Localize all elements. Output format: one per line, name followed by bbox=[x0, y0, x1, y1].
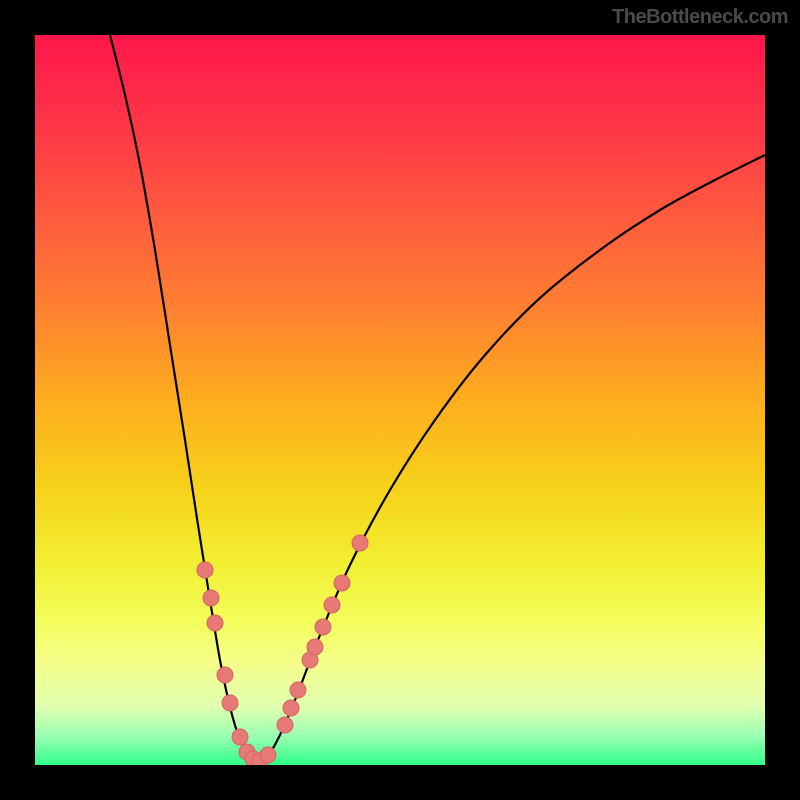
marker-point bbox=[217, 667, 233, 683]
gradient-background bbox=[35, 35, 765, 765]
marker-point bbox=[334, 575, 350, 591]
chart-frame: TheBottleneck.com bbox=[0, 0, 800, 800]
marker-point bbox=[352, 535, 368, 551]
marker-point bbox=[290, 682, 306, 698]
watermark-text: TheBottleneck.com bbox=[612, 6, 788, 29]
marker-point bbox=[283, 700, 299, 716]
marker-point bbox=[232, 729, 248, 745]
marker-point bbox=[307, 639, 323, 655]
marker-point bbox=[315, 619, 331, 635]
marker-point bbox=[222, 695, 238, 711]
chart-canvas bbox=[35, 35, 765, 765]
marker-point bbox=[203, 590, 219, 606]
marker-point bbox=[260, 747, 276, 763]
plot-area bbox=[35, 35, 765, 765]
marker-point bbox=[197, 562, 213, 578]
marker-point bbox=[324, 597, 340, 613]
marker-point bbox=[207, 615, 223, 631]
marker-point bbox=[277, 717, 293, 733]
